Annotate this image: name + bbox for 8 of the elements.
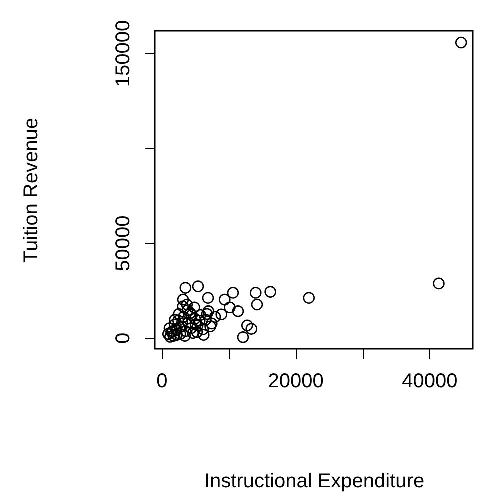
x-tick-label: 20000 [268,370,324,392]
x-axis-title: Instructional Expenditure [204,470,425,492]
y-axis-title: Tuition Revenue [20,118,42,263]
x-tick-label: 0 [156,370,168,392]
y-tick-label: 150000 [112,20,134,88]
y-tick-label: 0 [112,332,134,344]
x-tick-label: 40000 [402,370,458,392]
y-tick-label: 50000 [112,216,134,272]
